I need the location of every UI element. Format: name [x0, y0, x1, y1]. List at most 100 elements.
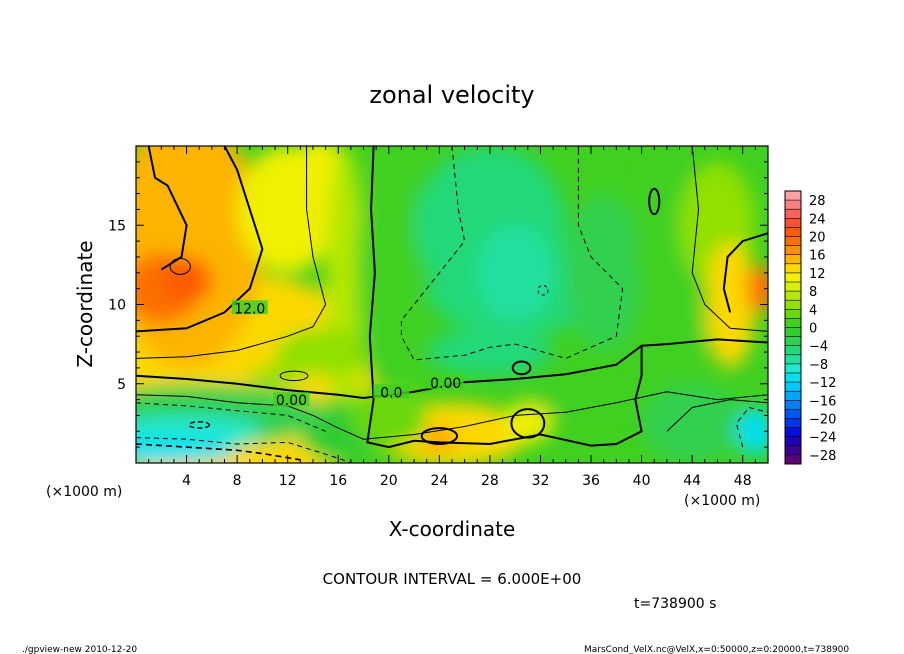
colorbar-label: −20	[809, 413, 836, 428]
colorbar-label: 4	[809, 303, 817, 318]
colorbar-swatch	[785, 309, 801, 319]
contour-label-bg	[231, 300, 268, 315]
colorbar-swatch	[785, 382, 801, 392]
footer-left: ./gpview-new 2010-12-20	[22, 645, 137, 654]
colorbar-swatch	[785, 336, 801, 346]
colorbar-swatch	[785, 427, 801, 437]
colorbar-label: −16	[809, 394, 836, 409]
colorbar-swatch	[785, 291, 801, 301]
colorbar-swatch	[785, 218, 801, 228]
x-tick-label: 20	[380, 473, 398, 489]
contour-loop	[188, 421, 211, 429]
colorbar-label: 28	[809, 194, 826, 209]
x-tick-label: 8	[233, 473, 242, 489]
contour-line	[366, 146, 643, 449]
velocity-field	[136, 146, 768, 463]
colorbar-swatch	[785, 254, 801, 265]
colorbar-label: −12	[809, 376, 836, 391]
colorbar-swatch	[785, 200, 801, 210]
colorbar-label: 0	[809, 322, 817, 337]
colorbar-label: 20	[809, 231, 826, 246]
colorbar-swatch	[785, 363, 801, 374]
time-stamp: t=738900 s	[634, 596, 716, 612]
contour-line	[136, 402, 326, 432]
colorbar-label: −28	[809, 449, 836, 464]
contour-loop	[537, 284, 549, 296]
y-tick-label: 15	[108, 218, 126, 234]
colorbar-swatch	[785, 300, 801, 310]
contour-loop	[510, 408, 546, 439]
colorbar-swatch	[785, 282, 801, 292]
colorbar-label: −8	[809, 358, 828, 373]
colorbar-swatch	[785, 263, 801, 274]
colorbar-label: 24	[809, 212, 826, 227]
colorbar-swatch	[785, 327, 801, 337]
contour-line	[722, 232, 768, 313]
x-tick-label: 44	[683, 473, 701, 489]
contour-line	[136, 391, 768, 440]
contour-line	[136, 146, 264, 333]
colorbar-label: 8	[809, 285, 817, 300]
colorbar-label: −24	[809, 431, 836, 446]
x-tick-label: 4	[182, 473, 191, 489]
contour-label: 0.0	[380, 385, 402, 401]
x-axis-label: X-coordinate	[389, 517, 516, 541]
x-tick-label: 24	[430, 473, 448, 489]
x-tick-label: 32	[532, 473, 550, 489]
contour-loop	[648, 187, 661, 216]
x-tick-label: 36	[582, 473, 600, 489]
chart-title: zonal velocity	[369, 81, 534, 109]
colorbar-swatch	[785, 272, 801, 283]
contour-lines	[136, 146, 768, 463]
x-tick-label: 12	[279, 473, 297, 489]
colorbar: 28 24 20 16 12 8 4 0 −4 −8 −12 −16 −20 −24 −28	[784, 190, 836, 465]
contour-loop	[169, 258, 191, 275]
colorbar-swatch	[785, 345, 801, 356]
contour-labels: 12.0 0.00 0.00 0.0	[231, 300, 464, 409]
contour-line	[136, 443, 301, 461]
contour-label: 0.00	[276, 393, 307, 409]
colorbar-label: 12	[809, 267, 826, 282]
colorbar-swatch	[785, 418, 801, 428]
contour-loop	[279, 370, 309, 382]
contour-loop	[420, 427, 459, 445]
contour-interval-text: CONTOUR INTERVAL = 6.000E+00	[323, 570, 582, 588]
contour-label-bg	[273, 392, 310, 407]
colorbar-swatch	[785, 400, 801, 410]
colorbar-swatch	[785, 227, 801, 237]
colorbar-swatch	[785, 373, 801, 383]
y-tick-label: 5	[117, 377, 126, 393]
contour-line	[735, 406, 768, 448]
colorbar-swatch	[785, 236, 801, 246]
contour-line	[666, 399, 768, 432]
footer-right: MarsCond_VelX.nc@VelX,x=0:50000,z=0:2000…	[584, 645, 849, 654]
y-axis-ticks: 5 10 15	[108, 161, 768, 448]
colorbar-swatch	[785, 191, 801, 201]
colorbar-swatch	[785, 245, 801, 255]
y-axis-label: Z-coordinate	[73, 240, 97, 367]
contour-label-bg	[373, 384, 410, 399]
x-tick-label: 16	[329, 473, 347, 489]
x-unit-right: (×1000 m)	[684, 493, 760, 509]
colorbar-swatch	[785, 436, 801, 447]
contour-line	[136, 146, 327, 359]
x-tick-label: 40	[633, 473, 651, 489]
colorbar-swatch	[785, 318, 801, 328]
contour-label: 12.0	[234, 301, 265, 317]
x-unit-left: (×1000 m)	[46, 484, 122, 500]
colorbar-label: 16	[809, 249, 826, 264]
plot-area: 12.00.000.000.0 4 8 12 16 20 24 28 32 36 40 44 48 5…	[108, 145, 769, 489]
colorbar-swatch	[785, 409, 801, 419]
y-tick-label: 10	[108, 298, 126, 314]
contour-line	[136, 338, 768, 400]
colorbar-label: −4	[809, 340, 828, 355]
colorbar-swatch	[785, 209, 801, 219]
x-tick-label: 48	[734, 473, 752, 489]
x-tick-label: 28	[481, 473, 499, 489]
colorbar-swatch	[785, 454, 801, 465]
contour-label-bg	[427, 374, 464, 389]
contour-line	[691, 146, 768, 332]
x-axis-ticks: 4 8 12 16 20 24 28 32 36 40 44 48	[148, 146, 756, 489]
colorbar-swatch	[785, 354, 801, 365]
